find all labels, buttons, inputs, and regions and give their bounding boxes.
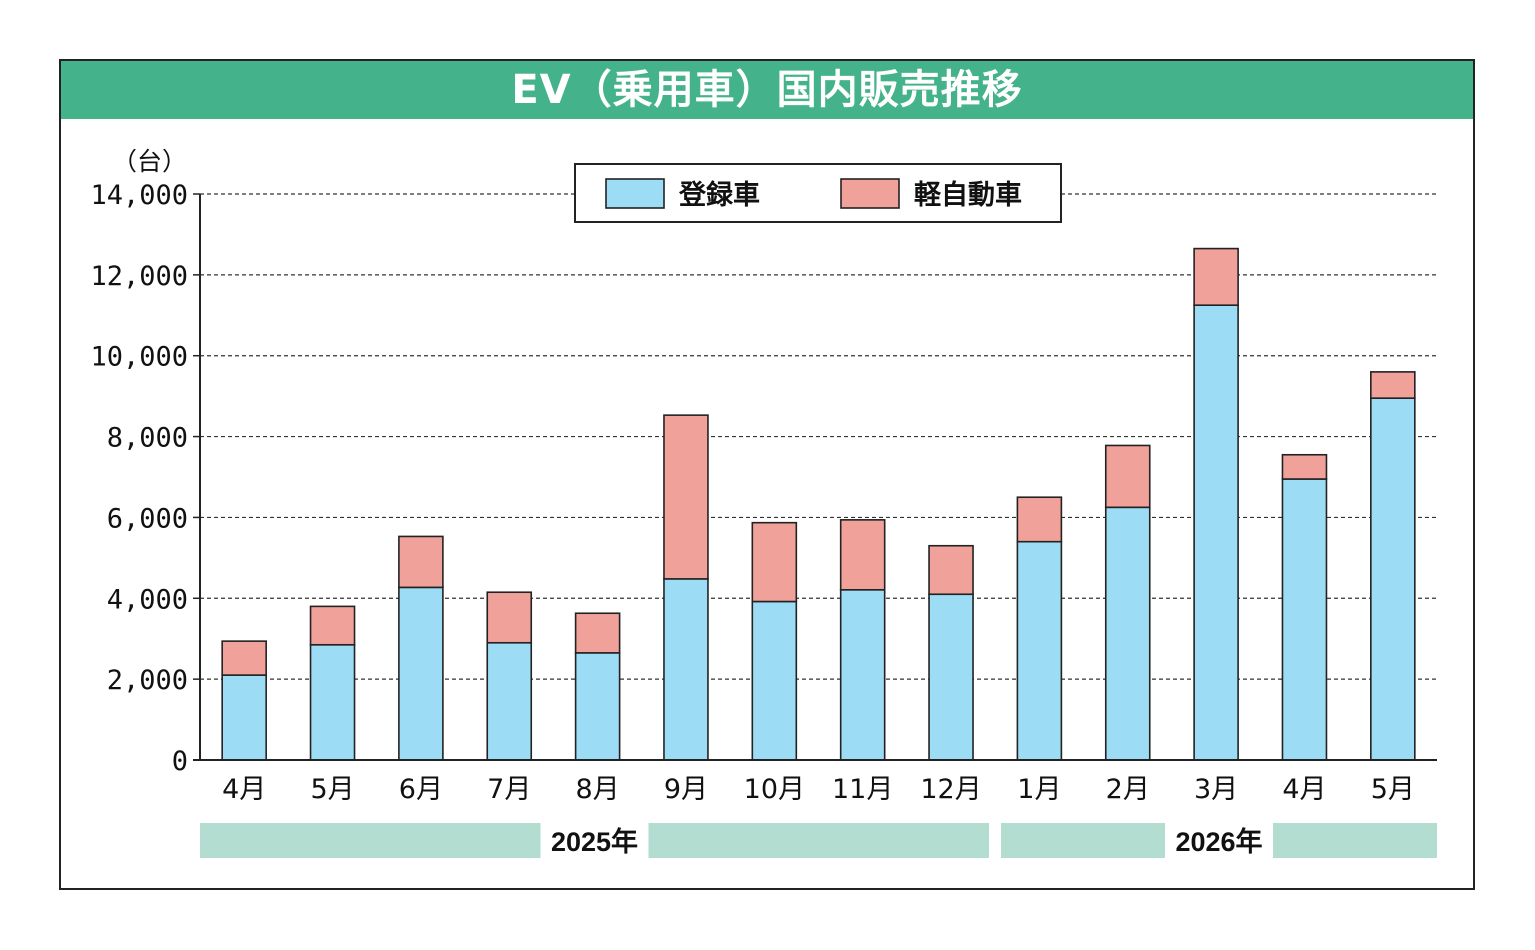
legend-swatch — [840, 178, 900, 209]
bar-registered — [309, 643, 356, 761]
y-axis-unit-label: （台） — [112, 147, 187, 176]
year-label: 2026年 — [1175, 826, 1262, 857]
x-category-label: 11月 — [832, 774, 893, 805]
y-tick-label: 10,000 — [90, 342, 188, 373]
grid-lines — [200, 193, 1437, 680]
year-bands: 2025年 2026年 — [200, 823, 1437, 858]
x-category-label: 3月 — [1194, 774, 1238, 805]
bar-kei — [221, 640, 267, 676]
legend-entry: 軽自動車 — [914, 179, 1022, 211]
legend: 登録車 軽自動車 — [574, 163, 1062, 223]
bar-registered — [1281, 478, 1328, 761]
x-category-label: 9月 — [664, 774, 708, 805]
year-band — [200, 823, 541, 858]
bar-registered — [1104, 506, 1151, 761]
bar-kei — [928, 544, 974, 596]
bar-kei — [1370, 371, 1416, 399]
x-category-label: 10月 — [744, 774, 805, 805]
x-category-label: 5月 — [310, 774, 354, 805]
legend-swatch — [605, 178, 665, 209]
bar-kei — [663, 414, 709, 580]
x-category-label: 4月 — [222, 774, 266, 805]
bar-kei — [309, 605, 356, 646]
labels: 0 2,000 4,000 6,000 8,000 10,000 12,000 14,000 （… — [90, 147, 1414, 805]
bar-kei — [751, 521, 798, 603]
x-category-label: 2月 — [1106, 774, 1150, 805]
chart-title: EV（乗用車）国内販売推移 — [61, 61, 1473, 119]
bar-registered — [398, 586, 444, 761]
y-tick-label: 6,000 — [107, 503, 188, 534]
x-category-label: 6月 — [399, 774, 443, 805]
axes — [193, 193, 1437, 761]
bar-registered — [486, 641, 533, 761]
bar-kei — [839, 519, 886, 591]
x-category-label: 1月 — [1017, 774, 1061, 805]
y-tick-label: 0 — [172, 746, 188, 777]
x-category-label: 7月 — [487, 774, 531, 805]
y-tick-label: 8,000 — [107, 423, 188, 454]
x-category-label: 4月 — [1282, 774, 1326, 805]
y-tick-label: 4,000 — [107, 584, 188, 615]
year-band — [648, 823, 989, 858]
bar-kei — [1281, 453, 1328, 480]
x-category-label: 12月 — [920, 774, 981, 805]
bar-registered — [839, 588, 886, 761]
x-category-label: 8月 — [576, 774, 620, 805]
bars — [221, 247, 1416, 761]
bar-kei — [1193, 247, 1239, 306]
bar-kei — [486, 591, 533, 644]
legend-entry: 登録車 — [678, 179, 760, 211]
year-band — [1001, 823, 1165, 858]
bar-registered — [574, 652, 621, 761]
bar-kei — [1016, 496, 1063, 543]
bar-registered — [928, 593, 974, 761]
y-tick-label: 14,000 — [90, 180, 188, 211]
year-label: 2025年 — [551, 826, 638, 857]
bar-kei — [398, 535, 444, 589]
bar-registered — [221, 674, 267, 761]
y-tick-label: 2,000 — [107, 665, 188, 696]
year-band — [1273, 823, 1437, 858]
bar-registered — [663, 578, 709, 761]
bar-kei — [574, 612, 621, 654]
bar-registered — [1016, 540, 1063, 761]
y-tick-label: 12,000 — [90, 261, 188, 292]
bar-registered — [1370, 397, 1416, 761]
x-category-label: 5月 — [1371, 774, 1415, 805]
bar-registered — [751, 600, 798, 761]
bar-kei — [1104, 444, 1151, 509]
bar-registered — [1193, 304, 1239, 761]
